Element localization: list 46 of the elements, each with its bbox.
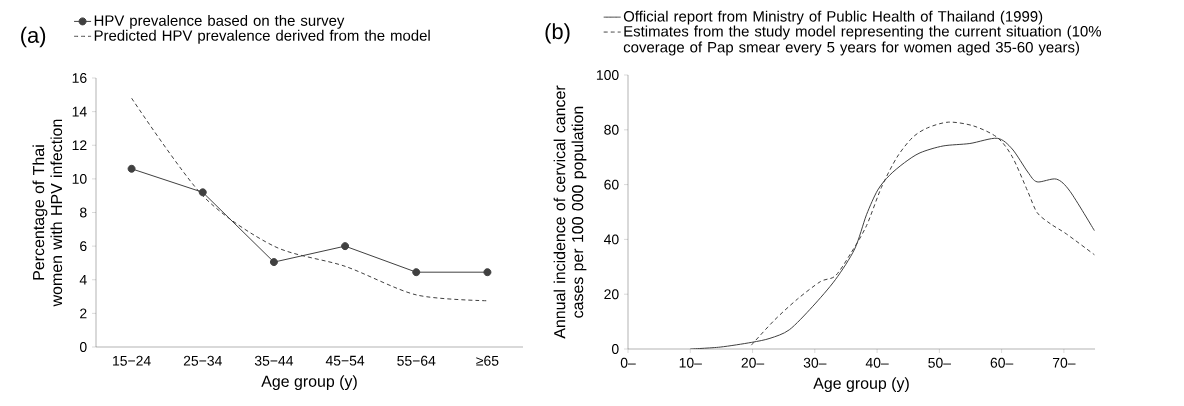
y-tick-label: 80 bbox=[604, 124, 619, 135]
point bbox=[269, 258, 278, 267]
y-tick-label: 16 bbox=[72, 73, 87, 83]
y-tick-label: 14 bbox=[72, 106, 87, 117]
point bbox=[127, 164, 136, 173]
y-tick-label: 100 bbox=[596, 70, 619, 80]
point bbox=[483, 268, 492, 277]
legend-label: HPV prevalence based on the survey bbox=[94, 14, 345, 29]
x-tick-label: 20– bbox=[741, 357, 765, 368]
line-series bbox=[131, 97, 488, 302]
x-tick-label: ≥65 bbox=[476, 355, 499, 366]
x-tick-label: 60– bbox=[990, 357, 1014, 368]
y-tick-label: 40 bbox=[603, 234, 619, 245]
chart-title: (b) bbox=[545, 23, 570, 44]
x-axis-title: Age group (y) bbox=[813, 377, 909, 393]
y-tick-label: 12 bbox=[72, 140, 87, 151]
x-axis-title: Age group (y) bbox=[261, 375, 357, 391]
legend-label: Official report from Ministry of Public Health of Thailand (1999) bbox=[623, 10, 1043, 25]
point bbox=[341, 242, 350, 251]
y-tick-label: 6 bbox=[80, 241, 87, 252]
y-tick-label: 20 bbox=[604, 289, 619, 300]
y-tick-label: 8 bbox=[80, 207, 87, 218]
x-tick-label: 15−24 bbox=[113, 355, 151, 366]
x-tick-label: 50– bbox=[928, 357, 951, 368]
y-tick-label: 60 bbox=[604, 179, 619, 190]
y-tick-label: 4 bbox=[79, 274, 87, 285]
y-tick-label: 10 bbox=[72, 173, 87, 184]
x-tick-label: 0– bbox=[620, 357, 636, 368]
point bbox=[198, 188, 207, 197]
x-tick-label: 55−64 bbox=[397, 355, 436, 366]
x-tick-label: 25−34 bbox=[183, 355, 222, 366]
y-tick-label: 0 bbox=[79, 342, 87, 352]
point bbox=[412, 268, 421, 277]
chart-title: (a) bbox=[21, 26, 46, 48]
x-tick-label: 10– bbox=[679, 357, 702, 368]
y-axis-title: Percentage of Thai women with HPV infection bbox=[32, 119, 63, 307]
legend-label: Estimates from the study model representing the current situation (10% coverage of Pap smear every 5 years for women aged 35-60 years) bbox=[623, 25, 1101, 56]
x-tick-label: 35−44 bbox=[254, 355, 294, 366]
x-tick-label: 40– bbox=[865, 357, 889, 368]
y-tick-label: 2 bbox=[80, 308, 87, 319]
x-tick-label: 30– bbox=[803, 357, 827, 368]
x-tick-label: 45−54 bbox=[325, 355, 365, 366]
y-tick-label: 0 bbox=[611, 344, 619, 354]
legend-label: Predicted HPV prevalence derived from the model bbox=[94, 29, 430, 44]
x-tick-label: 70– bbox=[1052, 357, 1076, 368]
y-axis-title: Annual incidence of cervical cancer cases per 100 000 population bbox=[553, 85, 587, 339]
